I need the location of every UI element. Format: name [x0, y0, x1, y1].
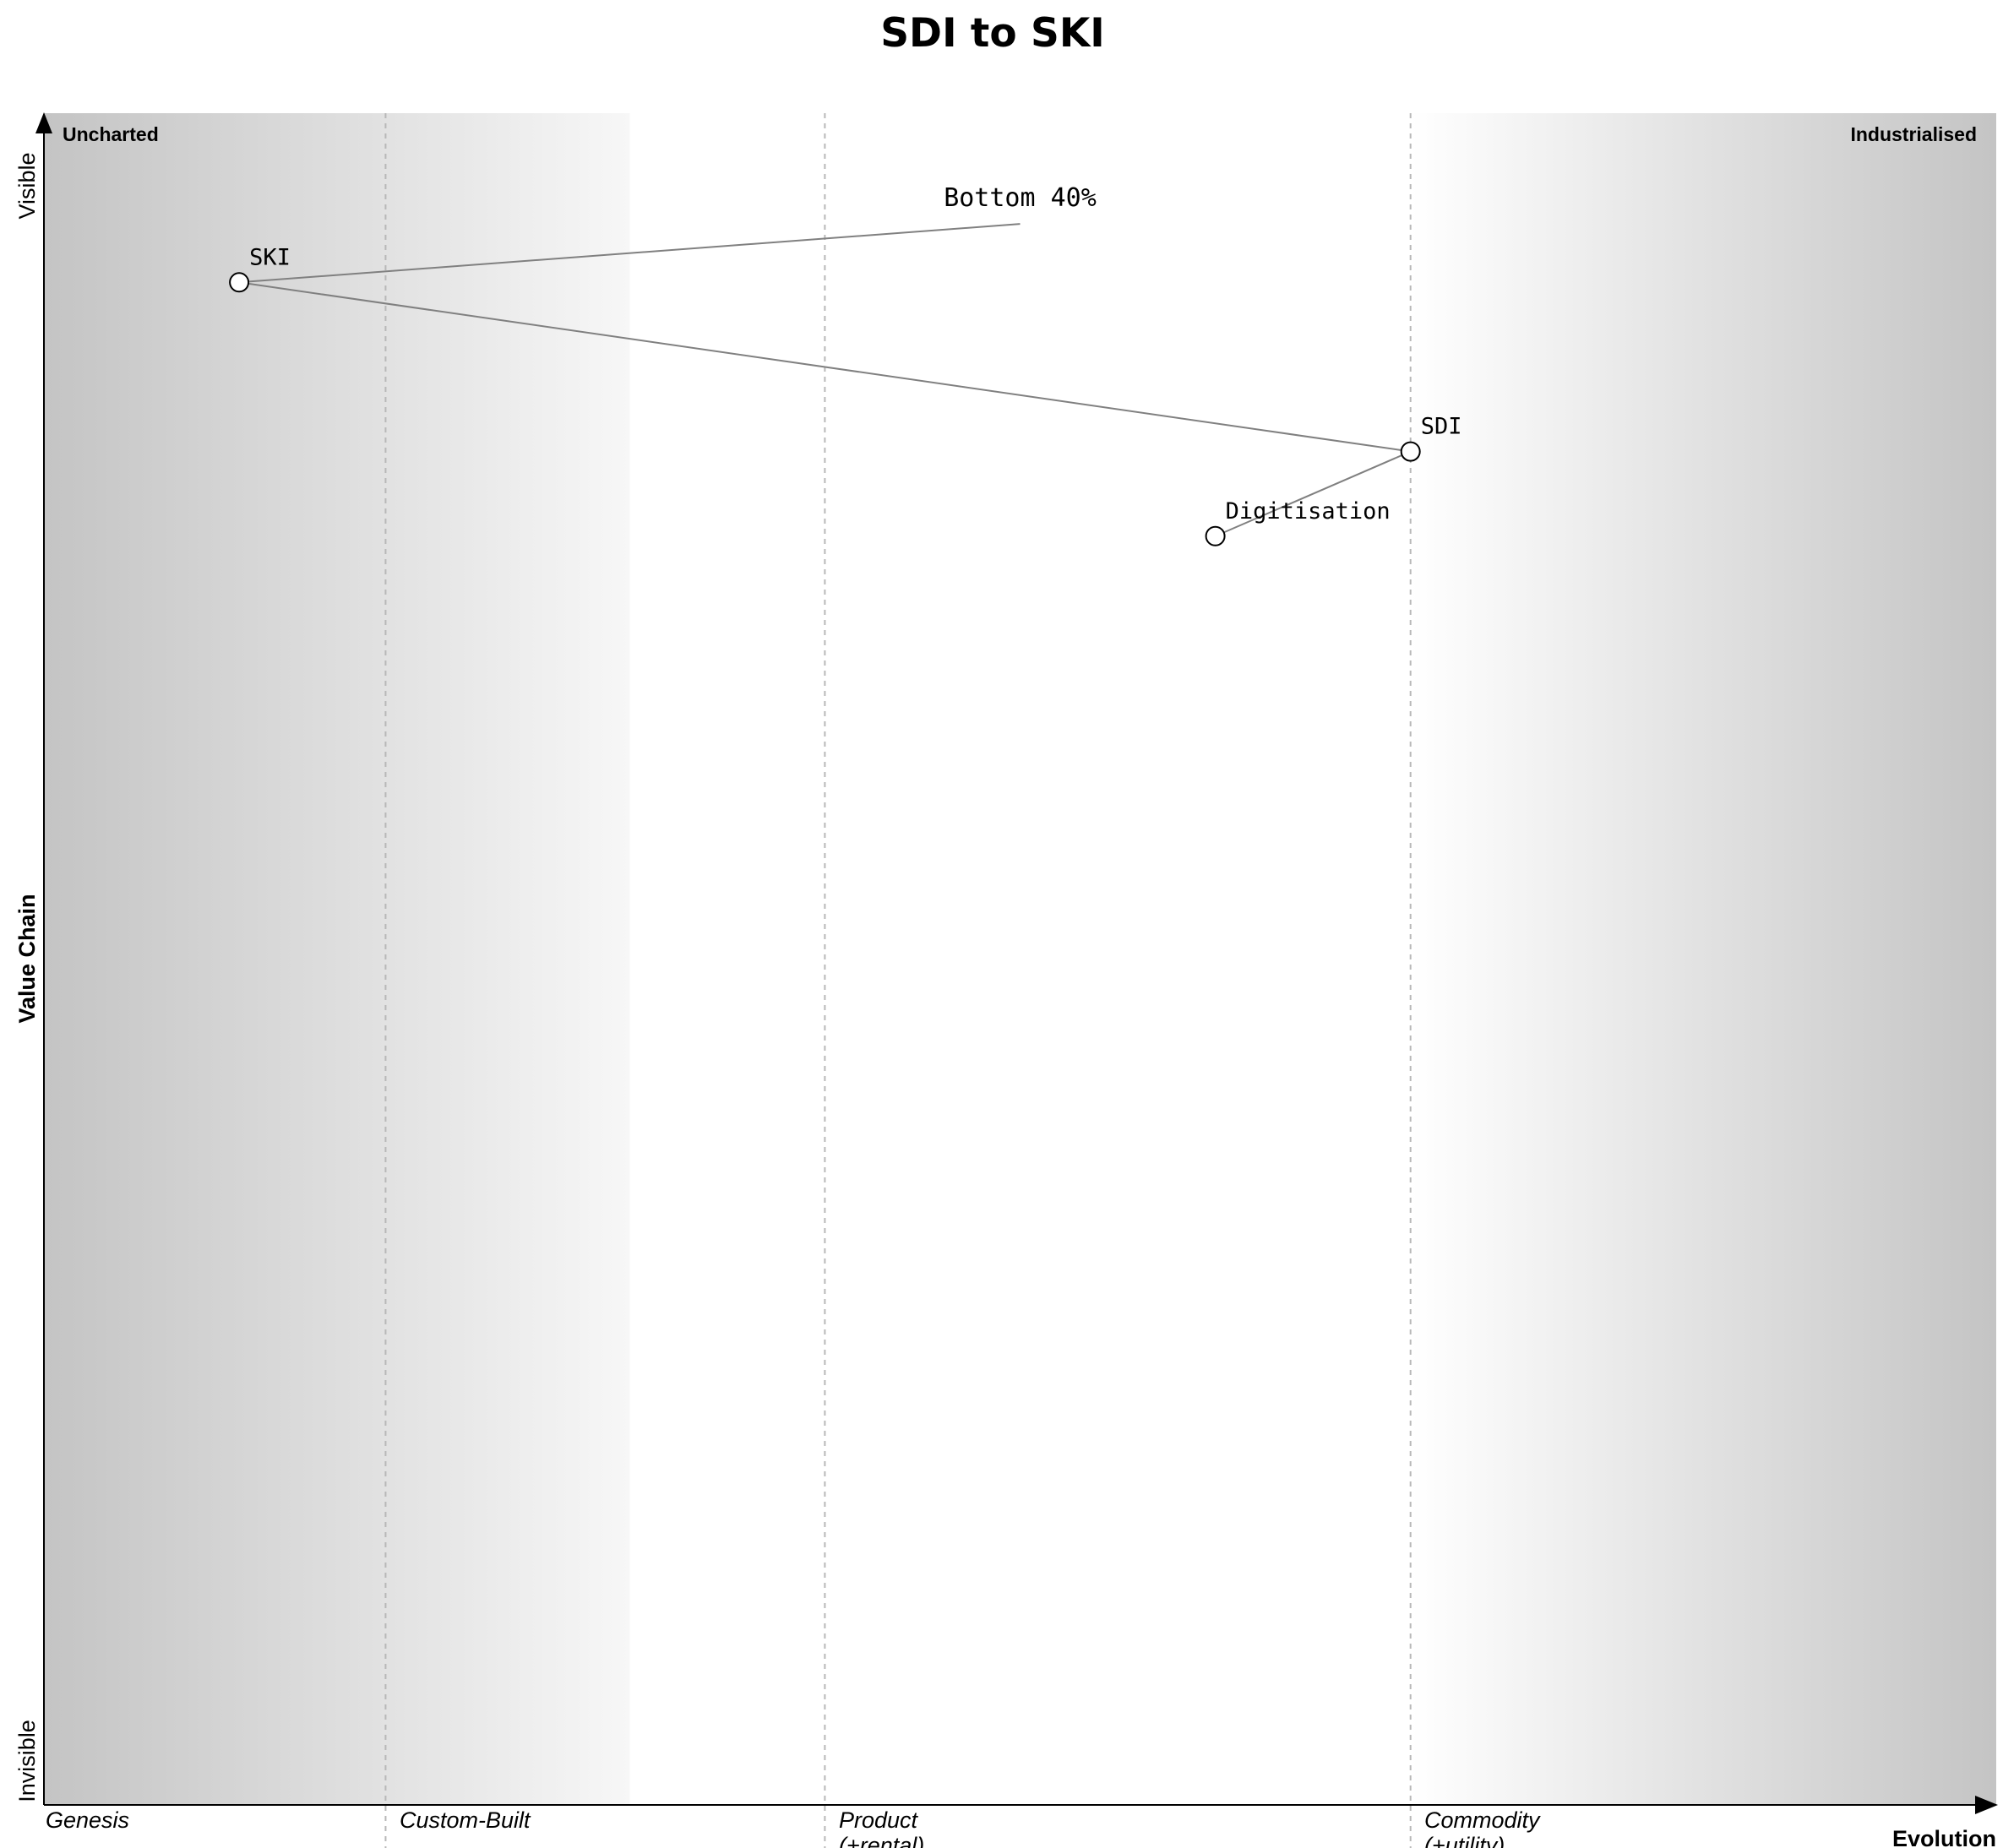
link-ski-sdi — [238, 281, 1411, 453]
invisible-label: Invisible — [14, 1720, 40, 1802]
industrialised-label: Industrialised — [1850, 123, 1977, 145]
component-sdi[interactable]: SDI — [1400, 414, 1462, 462]
stage-product-label: Product (+rental) — [839, 1807, 924, 1848]
component-label: Digitisation — [1226, 498, 1391, 525]
anchor-bottom40[interactable]: Bottom 40% — [944, 183, 1097, 213]
map-background — [44, 113, 1996, 1805]
links — [238, 223, 1412, 537]
map-title: SDI to SKI — [880, 10, 1105, 57]
component-node[interactable] — [1205, 525, 1226, 546]
stage-genesis-label: Genesis — [46, 1807, 129, 1833]
value-chain-label: Value Chain — [14, 894, 40, 1023]
stage-commodity-label: Commodity (+utility) — [1424, 1807, 1541, 1848]
y-axis-arrow — [35, 112, 52, 133]
stage-labels: Genesis Custom-Built Product (+rental) Co… — [46, 1807, 1541, 1848]
stage-custom-built-label: Custom-Built — [400, 1807, 531, 1833]
evolution-label: Evolution — [1892, 1826, 1996, 1848]
x-axis-arrow — [1975, 1796, 1998, 1814]
visible-label: Visible — [14, 152, 40, 219]
component-node[interactable] — [229, 272, 250, 293]
component-label: SDI — [1421, 414, 1462, 440]
uncharted-label: Uncharted — [63, 123, 159, 145]
component-node[interactable] — [1400, 441, 1421, 462]
component-digitisation[interactable]: Digitisation — [1205, 498, 1391, 546]
link-bottom40-ski — [239, 223, 1021, 284]
link-sdi-digitisation — [1215, 450, 1412, 537]
components: SKI SDI Digitisation — [229, 244, 1462, 546]
component-label: SKI — [249, 244, 291, 270]
component-ski[interactable]: SKI — [229, 244, 291, 293]
anchors: Bottom 40% — [944, 183, 1097, 213]
